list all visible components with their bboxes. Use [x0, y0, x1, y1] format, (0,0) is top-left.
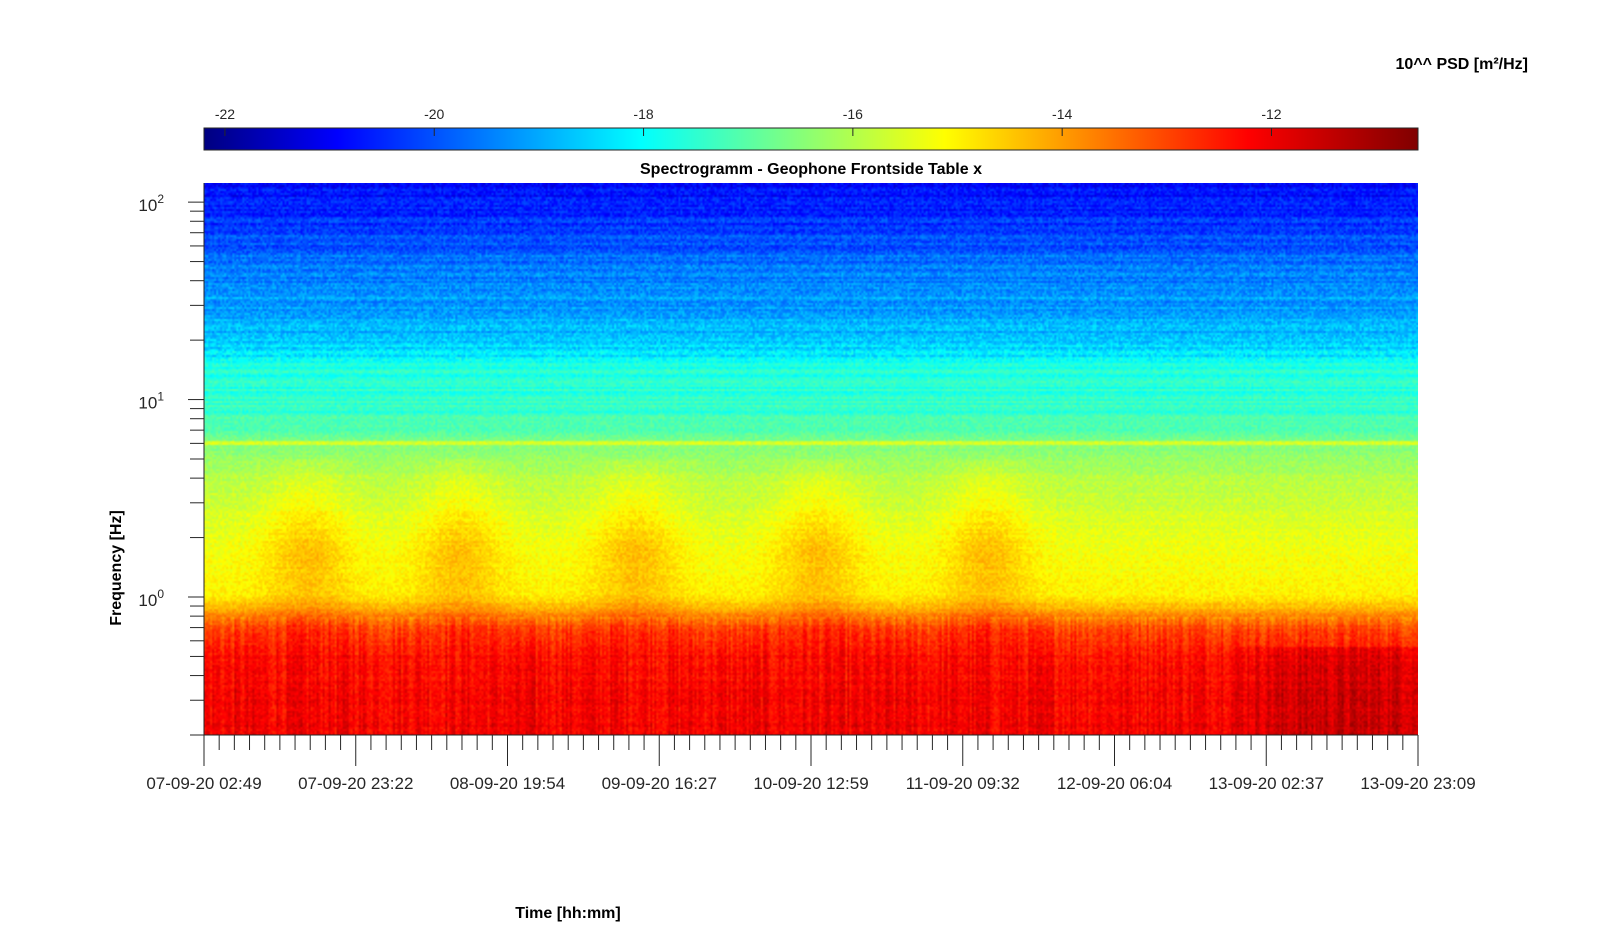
chart-title: Spectrogramm - Geophone Frontside Table …: [640, 161, 982, 178]
colorbar-tick-label: -20: [424, 106, 444, 122]
colorbar-tick-label: -22: [215, 106, 235, 122]
x-tick-label: 12-09-20 06:04: [1057, 774, 1172, 793]
colorbar-tick-label: -12: [1261, 106, 1281, 122]
x-tick-label: 09-09-20 16:27: [602, 774, 717, 793]
x-tick-label: 07-09-20 23:22: [298, 774, 413, 793]
colorbar-tick-label: -16: [843, 106, 863, 122]
x-tick-label: 13-09-20 23:09: [1360, 774, 1475, 793]
colorbar-gradient: [203, 127, 1419, 151]
x-tick-label: 08-09-20 19:54: [450, 774, 565, 793]
colorbar-label: 10^^ PSD [m²/Hz]: [1396, 56, 1528, 73]
plot-area: [204, 183, 1418, 735]
y-axis: 100 101 102: [138, 183, 205, 736]
x-tick-label: 11-09-20 09:32: [906, 774, 1020, 793]
x-axis-label: Time [hh:mm]: [515, 905, 620, 922]
x-axis: 07-09-20 02:49 07-09-20 23:22 08-09-20 19:…: [146, 734, 1476, 793]
spectrogram-heatmap: [204, 183, 1418, 735]
y-tick-label: 100: [138, 587, 164, 610]
y-axis-label: Frequency [Hz]: [108, 510, 125, 626]
x-tick-label: 13-09-20 02:37: [1209, 774, 1324, 793]
x-tick-label: 10-09-20 12:59: [753, 774, 868, 793]
colorbar-tick-label: -14: [1052, 106, 1072, 122]
y-tick-label: 101: [138, 390, 164, 413]
colorbar-ticks: -22 -20 -18 -16 -14 -12: [215, 106, 1282, 136]
colorbar: 10^^ PSD [m²/Hz] -22 -20 -18 -16 -14 -12: [203, 56, 1528, 151]
colorbar-tick-label: -18: [633, 106, 653, 122]
y-tick-label: 102: [138, 192, 164, 215]
x-tick-label: 07-09-20 02:49: [146, 774, 261, 793]
